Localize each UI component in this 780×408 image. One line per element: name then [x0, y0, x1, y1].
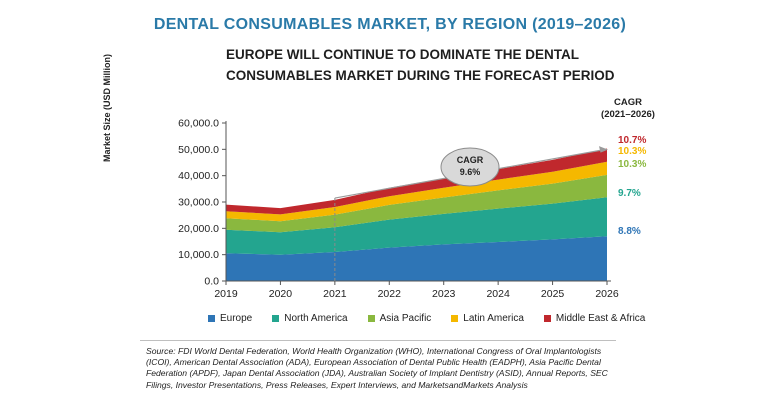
- legend-swatch-latin-america: [451, 314, 459, 322]
- legend-label-europe: Europe: [220, 312, 253, 324]
- y-tick-label: 40,000.0: [178, 170, 219, 182]
- x-tick-label: 2025: [541, 288, 565, 300]
- legend-label-north-america: North America: [284, 312, 348, 324]
- cagr-label-europe: 8.8%: [618, 226, 641, 237]
- y-tick-label: 20,000.0: [178, 223, 219, 235]
- cagr-label-middle-east-africa: 10.7%: [618, 135, 646, 146]
- y-tick-label: 50,000.0: [178, 144, 219, 156]
- x-tick-label: 2020: [269, 288, 293, 300]
- source-note: Source: FDI World Dental Federation, Wor…: [146, 346, 608, 390]
- x-tick-label: 2022: [378, 288, 402, 300]
- legend-label-asia-pacific: Asia Pacific: [379, 312, 432, 324]
- area-north-america: [226, 197, 607, 255]
- cagr-bubble-label: CAGR: [457, 155, 484, 165]
- legend-item-europe: Europe: [208, 313, 252, 324]
- legend-swatch-europe: [208, 314, 215, 322]
- legend: Europe North America Asia Pacific Latin …: [208, 310, 645, 326]
- chart-title: DENTAL CONSUMABLES MARKET, BY REGION (20…: [153, 16, 627, 33]
- legend-label-latin-america: Latin America: [463, 312, 524, 324]
- legend-swatch-north-america: [272, 314, 280, 322]
- area-middle-east-africa: [226, 148, 607, 215]
- legend-item-north-america: North America: [272, 312, 348, 324]
- area-europe: [226, 236, 607, 281]
- legend-swatch-middle-east-africa: [543, 314, 551, 322]
- x-tick-label: 2024: [486, 288, 510, 300]
- cagr-header: CAGR (2021–2026): [598, 97, 658, 121]
- cagr-label-latin-america: 10.3%: [618, 146, 646, 157]
- y-tick-label: 0.0: [204, 276, 219, 288]
- legend-item-latin-america: Latin America: [451, 313, 524, 324]
- x-tick-label: 2023: [432, 288, 456, 300]
- cagr-bubble-value: 9.6%: [460, 167, 481, 177]
- x-tick-label: 2026: [595, 288, 619, 300]
- legend-item-asia-pacific: Asia Pacific: [367, 312, 432, 324]
- x-tick-label: 2019: [214, 288, 238, 300]
- cagr-header-period: (2021–2026): [601, 109, 655, 120]
- y-tick-label: 30,000.0: [178, 197, 219, 209]
- source-divider: [140, 340, 616, 341]
- x-tick-label: 2021: [323, 288, 347, 300]
- legend-swatch-asia-pacific: [367, 314, 375, 322]
- legend-label-middle-east-africa: Middle East & Africa: [555, 312, 646, 324]
- chart-subtitle: EUROPE WILL CONTINUE TO DOMINATE THE DEN…: [226, 47, 615, 83]
- cagr-header-label: CAGR: [614, 97, 642, 108]
- legend-item-middle-east-africa: Middle East & Africa: [543, 312, 646, 324]
- area-asia-pacific: [226, 174, 607, 233]
- cagr-bubble: [440, 147, 500, 187]
- area-latin-america: [226, 161, 607, 222]
- cagr-arrow-head: [599, 146, 608, 153]
- cagr-label-north-america: 9.7%: [618, 188, 641, 199]
- y-tick-label: 60,000.0: [178, 118, 219, 130]
- y-tick-label: 10,000.0: [178, 249, 219, 261]
- cagr-label-asia-pacific: 10.3%: [618, 159, 646, 170]
